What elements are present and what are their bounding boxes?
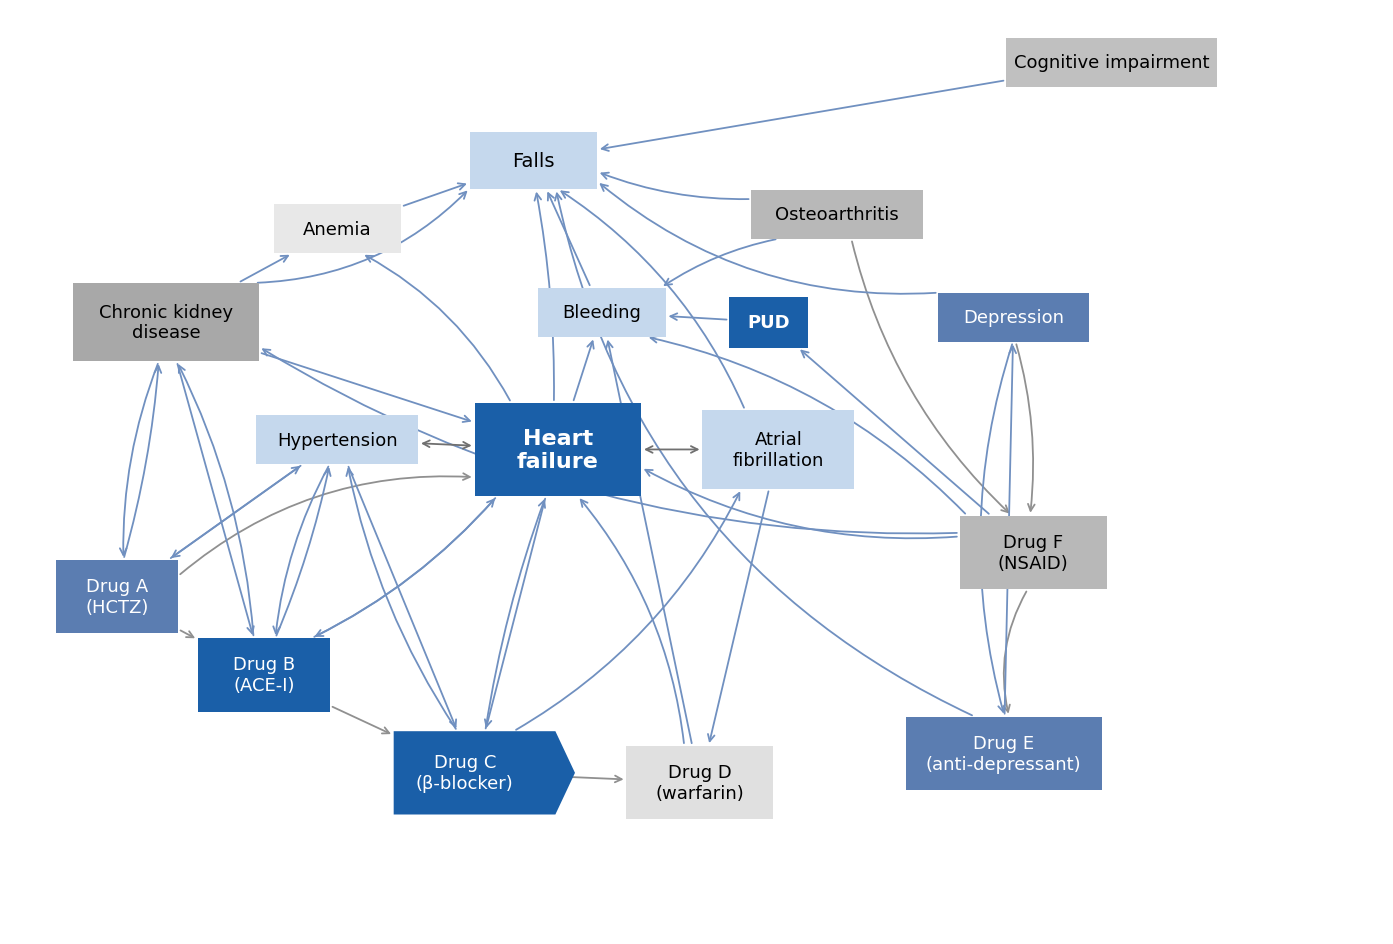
Text: Drug E
(anti-depressant): Drug E (anti-depressant) bbox=[926, 734, 1081, 773]
FancyBboxPatch shape bbox=[56, 560, 178, 633]
FancyBboxPatch shape bbox=[627, 746, 773, 819]
FancyBboxPatch shape bbox=[256, 415, 418, 464]
Text: Cognitive impairment: Cognitive impairment bbox=[1014, 55, 1209, 73]
FancyBboxPatch shape bbox=[702, 411, 854, 489]
Text: Drug B
(ACE-I): Drug B (ACE-I) bbox=[233, 656, 295, 695]
Text: Anemia: Anemia bbox=[304, 221, 372, 239]
Text: Depression: Depression bbox=[963, 309, 1064, 327]
Text: Hypertension: Hypertension bbox=[277, 431, 397, 449]
Text: Drug C
(β-blocker): Drug C (β-blocker) bbox=[417, 753, 514, 792]
Text: Falls: Falls bbox=[513, 152, 554, 171]
FancyBboxPatch shape bbox=[72, 283, 259, 362]
Text: Drug F
(NSAID): Drug F (NSAID) bbox=[997, 533, 1068, 572]
FancyBboxPatch shape bbox=[475, 403, 641, 497]
Text: Drug A
(HCTZ): Drug A (HCTZ) bbox=[85, 578, 149, 616]
Text: Bleeding: Bleeding bbox=[563, 304, 641, 322]
FancyBboxPatch shape bbox=[1006, 39, 1217, 88]
FancyBboxPatch shape bbox=[273, 205, 401, 254]
FancyBboxPatch shape bbox=[751, 191, 924, 240]
Text: Drug D
(warfarin): Drug D (warfarin) bbox=[656, 764, 744, 802]
FancyBboxPatch shape bbox=[730, 297, 808, 348]
Text: Osteoarthritis: Osteoarthritis bbox=[776, 206, 898, 224]
Text: Chronic kidney
disease: Chronic kidney disease bbox=[99, 303, 233, 342]
FancyBboxPatch shape bbox=[905, 716, 1102, 790]
FancyBboxPatch shape bbox=[960, 516, 1106, 589]
FancyBboxPatch shape bbox=[198, 638, 330, 712]
FancyBboxPatch shape bbox=[538, 289, 666, 337]
Text: Heart
failure: Heart failure bbox=[517, 429, 599, 472]
Polygon shape bbox=[394, 732, 575, 815]
Text: PUD: PUD bbox=[747, 313, 790, 331]
Text: Atrial
fibrillation: Atrial fibrillation bbox=[733, 430, 825, 469]
FancyBboxPatch shape bbox=[937, 294, 1089, 343]
FancyBboxPatch shape bbox=[469, 133, 598, 190]
